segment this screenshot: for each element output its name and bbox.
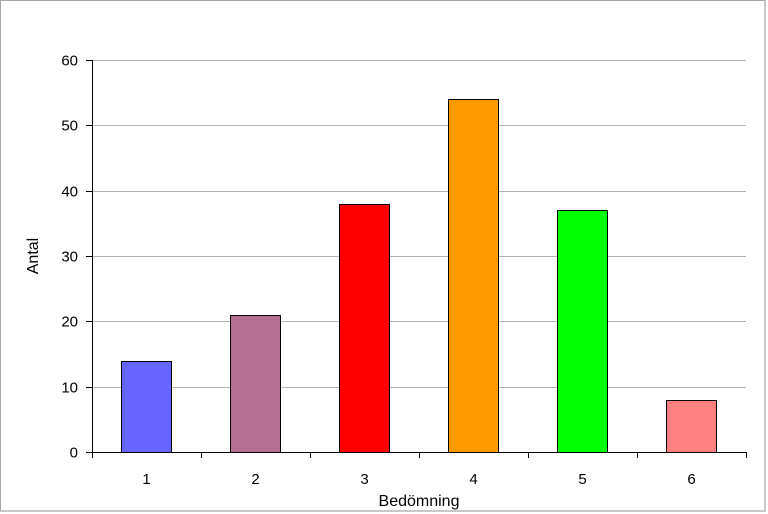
bar-4 (448, 99, 499, 453)
y-tick-label: 20 (61, 314, 78, 331)
bar-5 (557, 210, 608, 453)
x-tick-label: 5 (578, 471, 586, 488)
bars (121, 99, 717, 453)
tick-labels: 0 10 20 30 40 50 60 1 2 3 4 5 6 (61, 53, 695, 489)
x-tick-label: 2 (251, 471, 259, 488)
x-tick-label: 3 (360, 471, 368, 488)
y-tick-label: 50 (61, 118, 78, 135)
y-tick-label: 60 (61, 53, 78, 70)
y-axis-title: Antal (25, 238, 42, 274)
y-tick-label: 10 (61, 380, 78, 397)
bar-6 (666, 400, 717, 453)
y-tick-label: 30 (61, 249, 78, 266)
bar-3 (339, 204, 390, 453)
x-tick-label: 4 (469, 471, 477, 488)
y-tick-label: 0 (70, 445, 78, 462)
x-tick-label: 6 (687, 471, 695, 488)
axes (86, 60, 747, 458)
bar-2 (230, 315, 281, 453)
x-axis-title: Bedömning (379, 493, 460, 510)
gridlines (92, 60, 746, 388)
y-tick-label: 40 (61, 184, 78, 201)
x-tick-label: 1 (142, 471, 150, 488)
bar-1 (121, 361, 172, 453)
